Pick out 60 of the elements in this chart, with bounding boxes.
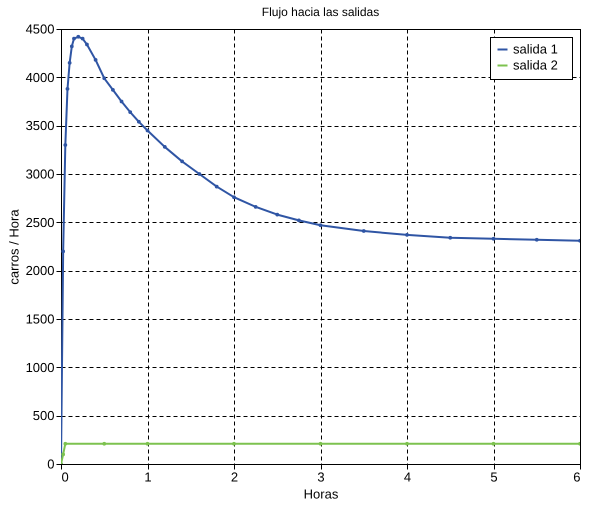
point bbox=[63, 143, 68, 147]
x-tick-label: 4 bbox=[404, 470, 412, 484]
y-tick-label: 0 bbox=[47, 456, 54, 472]
point bbox=[362, 229, 366, 233]
y-tick-label: 500 bbox=[32, 408, 54, 424]
point bbox=[232, 195, 236, 200]
point bbox=[128, 110, 132, 114]
point bbox=[102, 442, 106, 446]
point bbox=[72, 36, 76, 41]
point bbox=[492, 442, 496, 446]
y-tick-label: 2500 bbox=[26, 214, 54, 230]
x-tick-label: 3 bbox=[317, 470, 325, 484]
x-axis-title: Horas bbox=[304, 486, 339, 502]
point bbox=[111, 88, 115, 92]
x-tick-label: 5 bbox=[490, 470, 498, 484]
x-tick-label: 1 bbox=[144, 470, 152, 484]
point bbox=[254, 205, 258, 209]
y-tick-label: 1000 bbox=[26, 360, 54, 375]
x-tick-label: 6 bbox=[573, 470, 580, 484]
legend-label: salida 1 bbox=[513, 42, 558, 56]
point bbox=[146, 128, 150, 132]
x-tick-label: 0 bbox=[62, 470, 69, 484]
point bbox=[318, 223, 322, 228]
point bbox=[448, 236, 452, 240]
point bbox=[61, 452, 66, 456]
point bbox=[76, 34, 80, 39]
x-tick-label: 2 bbox=[230, 470, 238, 484]
y-tick-label: 1500 bbox=[26, 312, 54, 326]
y-tick-label: 3500 bbox=[26, 118, 54, 134]
point bbox=[66, 87, 70, 91]
y-tick-label: 2000 bbox=[26, 263, 54, 278]
point bbox=[146, 442, 150, 446]
y-tick-label: 4500 bbox=[26, 22, 54, 36]
point bbox=[405, 442, 409, 446]
point bbox=[492, 236, 496, 241]
point bbox=[405, 233, 409, 237]
point bbox=[534, 238, 539, 242]
point bbox=[63, 442, 68, 446]
point bbox=[180, 160, 184, 164]
chart-title: Flujo hacia las salidas bbox=[262, 5, 380, 19]
point bbox=[94, 58, 98, 62]
point bbox=[275, 212, 280, 216]
point bbox=[85, 42, 89, 46]
point bbox=[214, 184, 219, 188]
legend-label: salida 2 bbox=[513, 58, 558, 72]
point bbox=[136, 120, 141, 124]
point bbox=[68, 60, 72, 65]
point bbox=[70, 44, 74, 48]
point bbox=[297, 218, 301, 222]
point bbox=[102, 76, 106, 80]
y-axis-title: carros / Hora bbox=[6, 208, 22, 285]
point bbox=[61, 249, 66, 254]
point bbox=[80, 36, 84, 41]
y-tick-label: 3000 bbox=[26, 166, 54, 182]
point bbox=[162, 145, 167, 149]
point bbox=[120, 100, 124, 104]
point bbox=[198, 172, 202, 176]
point bbox=[318, 442, 322, 446]
point bbox=[232, 442, 236, 446]
y-tick-label: 4000 bbox=[26, 70, 54, 85]
